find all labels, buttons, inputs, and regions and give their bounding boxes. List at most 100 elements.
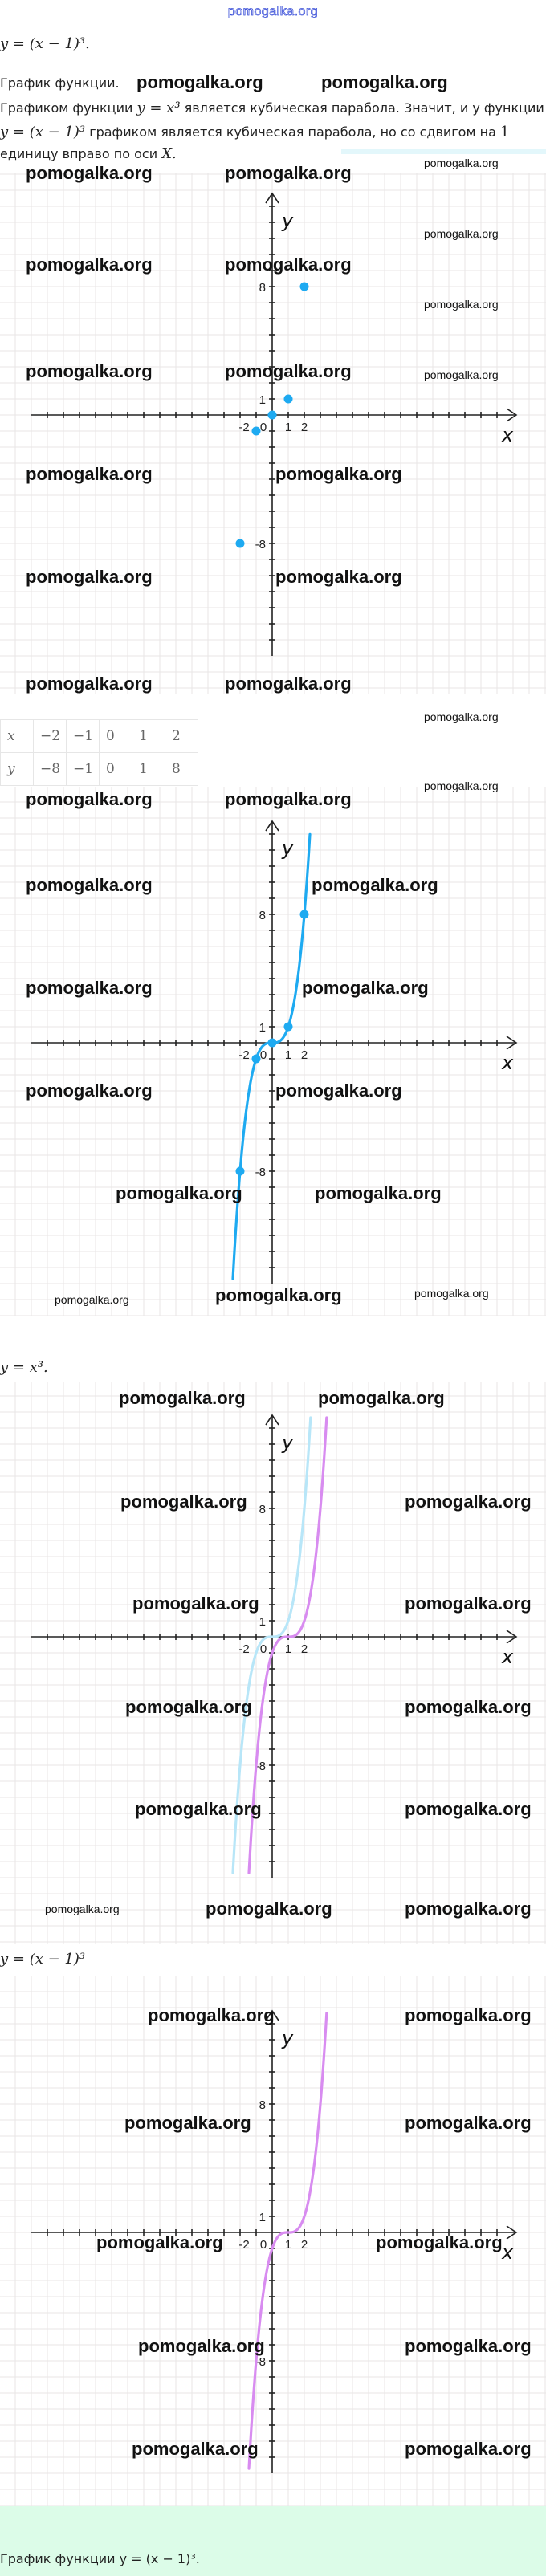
table-cell: y (0, 752, 34, 786)
para-equation: y = x³ (136, 100, 181, 116)
series-line (247, 2012, 328, 2470)
data-point (299, 282, 309, 291)
watermark: pomogalka.org (125, 1697, 252, 1717)
table-row: y −8 −1 0 1 8 (0, 752, 198, 786)
x-tick-label: 0 (260, 421, 267, 434)
watermark: pomogalka.org (119, 1388, 246, 1408)
watermark: pomogalka.org (136, 72, 263, 92)
watermark: pomogalka.org (132, 2439, 259, 2459)
y-tick-label: 1 (259, 1021, 266, 1035)
table-cell: 0 (99, 719, 132, 753)
watermark: pomogalka.org (26, 163, 153, 183)
watermark: pomogalka.org (124, 2113, 251, 2133)
watermark: pomogalka.org (405, 2336, 532, 2356)
graph-svg: -2 0 1 281-8xy (0, 1382, 546, 1944)
paragraph-line-1: Графиком функции y = x³ является кубичес… (0, 100, 544, 116)
y-tick-label: 1 (259, 393, 266, 407)
watermark: pomogalka.org (405, 1593, 532, 1614)
graph-svg: -2 0 1 281-8xy (0, 787, 546, 1316)
y-axis-label: y (281, 1431, 294, 1454)
y-tick-label: 1 (259, 1615, 266, 1629)
x-tick-label: 0 (260, 1642, 267, 1656)
watermark: pomogalka.org (405, 2005, 532, 2025)
y-tick-label: 8 (259, 1503, 266, 1516)
graph-cubic: -2 0 1 2 8 1 -8 x y (0, 787, 546, 1316)
watermark: pomogalka.org (405, 1898, 532, 1919)
x-axis-label: x (501, 2241, 514, 2264)
y-tick-label: 8 (259, 281, 266, 295)
watermark: pomogalka.org (206, 1898, 332, 1919)
watermark: pomogalka.org (225, 163, 352, 183)
paragraph-line-3: единицу вправо по оси X. (0, 145, 177, 162)
graph-svg: -2 0 1 281-8xy (0, 1976, 546, 2506)
series-line (231, 1416, 312, 1874)
watermark: pomogalka.org (321, 72, 448, 92)
watermark: pomogalka.org (424, 368, 499, 381)
x-axis-arrow-icon (506, 2225, 518, 2240)
decorative-bar (341, 149, 546, 154)
table-cell: −2 (33, 719, 67, 753)
x-tick-label: 1 (285, 1048, 291, 1062)
y-axis-label: y (281, 2027, 294, 2049)
y-tick-label: 1 (259, 2211, 266, 2224)
x-tick-label: 0 (260, 2238, 267, 2252)
watermark: pomogalka.org (26, 674, 153, 694)
y-axis-arrow-icon (265, 2009, 279, 2021)
data-point (267, 410, 277, 420)
data-point (251, 1054, 261, 1064)
x-tick-label: 0 (260, 1048, 267, 1062)
watermark: pomogalka.org (26, 361, 153, 381)
watermark: pomogalka.org (424, 298, 499, 311)
y-tick-label: 8 (259, 909, 266, 922)
answer-band (0, 2506, 546, 2576)
graph-svg: -2 0 1 281-8xy (0, 173, 546, 694)
y-tick-label: -8 (255, 1760, 266, 1773)
watermark: pomogalka.org (148, 2005, 275, 2025)
watermark: pomogalka.org (26, 978, 153, 998)
x-tick-label: 2 (301, 421, 308, 434)
x-axis-label: x (501, 1052, 514, 1074)
table-cell: 8 (165, 752, 198, 786)
watermark: pomogalka.org (424, 710, 499, 723)
watermark: pomogalka.org (225, 674, 352, 694)
data-point (267, 1038, 277, 1048)
watermark: pomogalka.org (132, 1593, 259, 1614)
watermark: pomogalka.org (116, 1183, 242, 1203)
watermark: pomogalka.org (414, 1287, 489, 1300)
table-cell: 2 (165, 719, 198, 753)
equation-heading: y = (x − 1)³. (0, 35, 90, 52)
y-tick-label: -8 (255, 1166, 266, 1179)
series-line (247, 1416, 328, 1874)
site-logo: pomogalka.org (227, 5, 319, 19)
graph-cubic-comparison: -2 0 1 2 8 1 -8 x y (0, 1382, 546, 1944)
y-tick-label: -8 (255, 2355, 266, 2369)
answer-text: График функции y = (x − 1)³. (0, 2551, 200, 2566)
data-point (251, 426, 261, 436)
table-cell: −1 (66, 719, 100, 753)
watermark: pomogalka.org (405, 2439, 532, 2459)
y-axis-label: y (281, 210, 294, 232)
watermark: pomogalka.org (275, 464, 402, 484)
watermark: pomogalka.org (45, 1902, 120, 1915)
watermark: pomogalka.org (405, 1491, 532, 1512)
watermark: pomogalka.org (26, 464, 153, 484)
watermark: pomogalka.org (315, 1183, 442, 1203)
x-tick-label: -2 (238, 421, 249, 434)
data-point (235, 539, 245, 548)
table-cell: 1 (132, 752, 165, 786)
x-axis-arrow-icon (506, 1036, 518, 1050)
watermark: pomogalka.org (215, 1285, 342, 1305)
table-cell: −8 (33, 752, 67, 786)
x-tick-label: -2 (238, 1642, 249, 1656)
grid (0, 1382, 546, 1944)
x-tick-label: 2 (301, 1048, 308, 1062)
watermark: pomogalka.org (405, 1799, 532, 1819)
watermark: pomogalka.org (26, 254, 153, 275)
table-cell: 1 (132, 719, 165, 753)
watermark: pomogalka.org (318, 1388, 445, 1408)
x-tick-label: 2 (301, 1642, 308, 1656)
watermark: pomogalka.org (405, 1697, 532, 1717)
grid (0, 173, 546, 694)
watermark: pomogalka.org (312, 875, 438, 895)
x-tick-label: 1 (285, 1642, 291, 1656)
